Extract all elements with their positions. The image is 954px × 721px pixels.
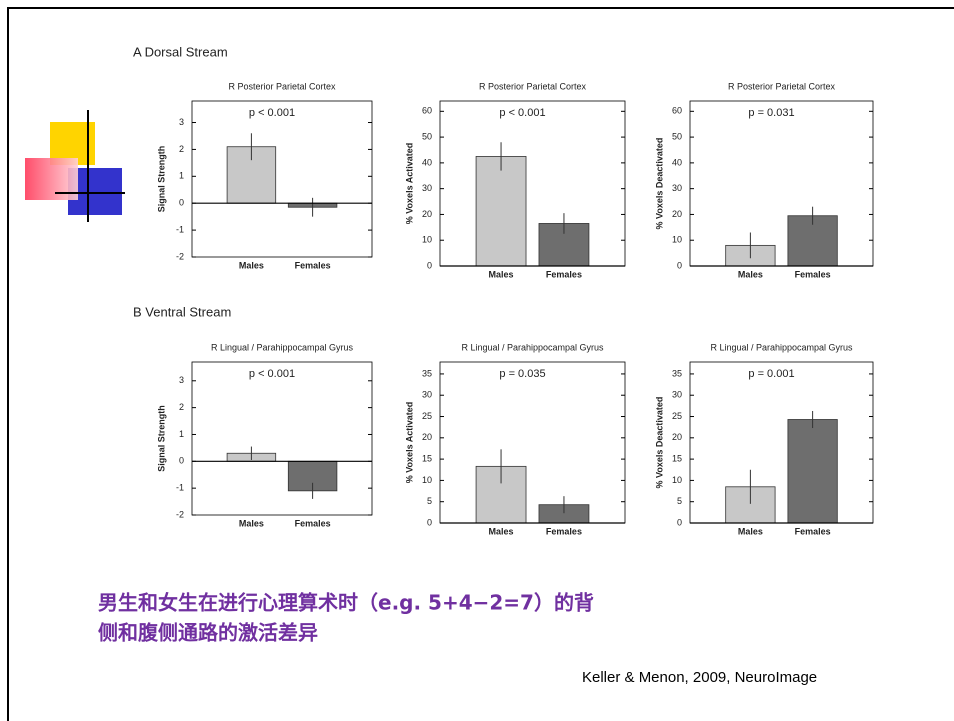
y-tick-label: 0 [179,198,184,208]
y-tick-label: 40 [422,157,432,167]
chart-title: R Lingual / Parahippocampal Gyrus [710,342,853,352]
x-tick-label: Males [239,260,264,270]
y-tick-label: 3 [179,117,184,127]
y-tick-label: 40 [672,157,682,167]
y-tick-label: 30 [672,390,682,400]
bar [475,156,527,267]
y-tick-label: 25 [672,411,682,421]
y-tick-label: 35 [672,368,682,378]
y-tick-label: 35 [422,368,432,378]
citation: Keller & Menon, 2009, NeuroImage [582,669,817,686]
x-tick-label: Males [239,518,264,528]
y-tick-label: 15 [422,453,432,463]
caption: 侧和腹侧通路的激活差异 [98,621,318,645]
y-tick-label: 1 [179,429,184,439]
y-tick-label: 1 [179,171,184,181]
y-axis-label: % Voxels Activated [404,143,414,225]
y-tick-label: -1 [176,224,184,234]
y-tick-label: 50 [672,131,682,141]
y-tick-label: 5 [427,496,432,506]
y-axis-label: % Voxels Deactivated [654,138,664,230]
p-value: p < 0.001 [499,107,545,119]
chart-title: R Posterior Parietal Cortex [479,81,587,91]
y-tick-label: 5 [677,496,682,506]
plot-frame [439,361,626,524]
x-tick-label: Females [295,518,331,528]
section-label: B Ventral Stream [133,304,231,319]
y-tick-label: 10 [422,475,432,485]
x-tick-label: Females [795,526,831,536]
y-tick-label: -1 [176,483,184,493]
y-tick-label: 25 [422,411,432,421]
x-tick-label: Males [738,526,763,536]
p-value: p = 0.035 [499,368,545,380]
x-tick-label: Males [738,269,763,279]
y-tick-label: 0 [677,260,682,270]
p-value: p = 0.031 [748,107,794,119]
section-label: A Dorsal Stream [133,44,228,59]
x-tick-label: Females [295,260,331,270]
y-tick-label: 10 [672,235,682,245]
y-tick-label: 3 [179,375,184,385]
y-tick-label: 2 [179,402,184,412]
p-value: p = 0.001 [748,368,794,380]
slide-border [7,7,954,721]
plot-frame [439,100,626,267]
y-tick-label: 0 [427,260,432,270]
plot-frame [689,361,874,524]
y-tick-label: 0 [427,517,432,527]
y-tick-label: 60 [672,106,682,116]
y-tick-label: 10 [672,475,682,485]
y-tick-label: 20 [422,432,432,442]
plot-frame [191,100,373,258]
y-tick-label: 30 [422,183,432,193]
y-tick-label: 50 [422,131,432,141]
x-tick-label: Females [546,526,582,536]
x-tick-label: Females [795,269,831,279]
y-tick-label: 15 [672,453,682,463]
caption: 男生和女生在进行心理算术时（e.g. 5+4−2=7）的背 [98,591,594,615]
plot-frame [191,361,373,516]
x-tick-label: Females [546,269,582,279]
y-tick-label: 30 [672,183,682,193]
bar [787,419,838,524]
y-tick-label: 10 [422,235,432,245]
y-tick-label: 20 [672,209,682,219]
y-axis-label: % Voxels Deactivated [654,397,664,489]
y-tick-label: 0 [677,517,682,527]
chart-title: R Posterior Parietal Cortex [228,81,336,91]
y-tick-label: -2 [176,251,184,261]
y-tick-label: 0 [179,456,184,466]
p-value: p < 0.001 [249,107,295,119]
chart-title: R Lingual / Parahippocampal Gyrus [211,342,354,352]
p-value: p < 0.001 [249,368,295,380]
plot-frame [689,100,874,267]
y-axis-label: % Voxels Activated [404,402,414,484]
x-tick-label: Males [489,269,514,279]
y-tick-label: 20 [672,432,682,442]
y-tick-label: -2 [176,509,184,519]
decoration [25,110,125,222]
y-tick-label: 60 [422,106,432,116]
y-tick-label: 20 [422,209,432,219]
y-tick-label: 30 [422,390,432,400]
chart-title: R Lingual / Parahippocampal Gyrus [461,342,604,352]
x-tick-label: Males [489,526,514,536]
y-tick-label: 2 [179,144,184,154]
chart-title: R Posterior Parietal Cortex [728,81,836,91]
y-axis-label: Signal Strength [156,146,166,213]
y-axis-label: Signal Strength [156,405,166,472]
